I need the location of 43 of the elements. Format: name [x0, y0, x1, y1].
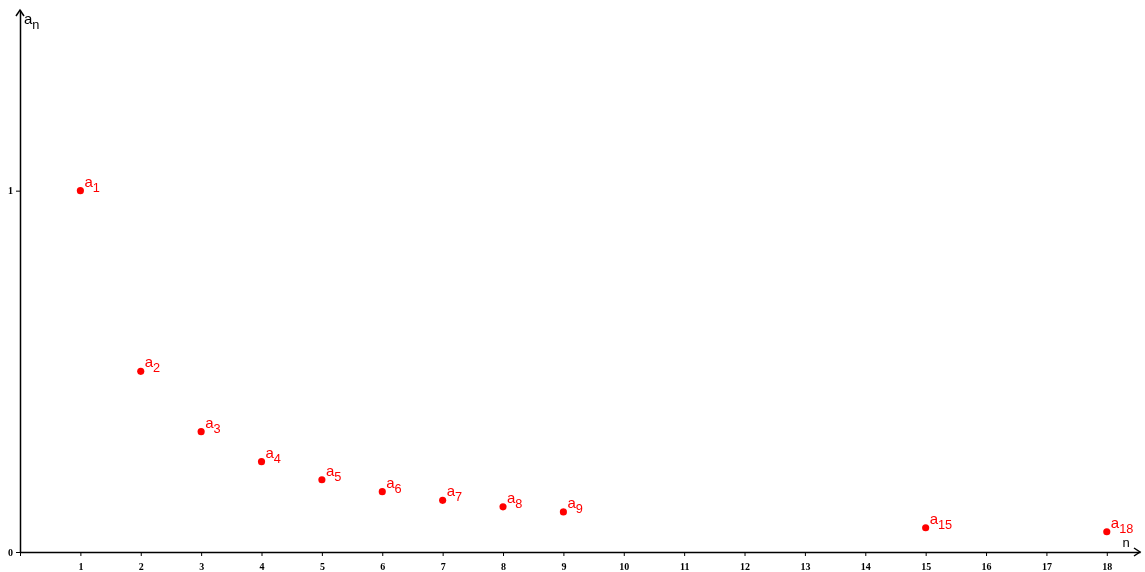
x-tick-label: 7 — [440, 561, 446, 572]
x-tick-label: 10 — [619, 561, 630, 572]
annotation: a$_{5}$ — [325, 461, 342, 484]
x-tick-label: 17 — [1041, 561, 1052, 572]
x-tick-label: 13 — [800, 561, 811, 572]
point — [922, 524, 930, 532]
annotation: a$_{15}$ — [929, 509, 953, 532]
annotation: a$_{9}$ — [567, 493, 583, 516]
point — [1103, 528, 1111, 536]
x-tick-label: 14 — [860, 561, 871, 572]
x-tick-label: 8 — [501, 561, 507, 572]
x-tick-label: 11 — [679, 561, 690, 572]
point — [137, 367, 145, 375]
point — [257, 458, 266, 466]
annotation: a$_{6}$ — [386, 473, 402, 496]
annotation: a$_{7}$ — [446, 482, 463, 504]
y-tick-label: 0 — [8, 546, 13, 558]
point — [559, 508, 567, 516]
annotation: a$_{8}$ — [507, 488, 523, 511]
x-tick-label: 1 — [78, 561, 84, 572]
annotation: a$_{3}$ — [205, 413, 221, 436]
x-tick-label: 5 — [319, 561, 325, 572]
x-tick-label: 3 — [199, 561, 205, 572]
x-tick-label: 6 — [380, 561, 386, 572]
annotation: a$_{1}$ — [84, 172, 100, 195]
x-tick-label: 9 — [561, 561, 567, 572]
x-tick-label: 16 — [981, 561, 992, 572]
point — [378, 488, 386, 496]
x-tick-label: 15 — [921, 561, 932, 572]
annotation: a$_{2}$ — [144, 353, 161, 375]
point — [76, 187, 84, 195]
x-axis-title: n — [1122, 535, 1130, 550]
annotation: a$_{18}$ — [1110, 513, 1134, 536]
y-axis-title: a$_{n}$ — [24, 10, 40, 32]
annotation: a$_{4}$ — [265, 443, 281, 466]
point — [499, 503, 507, 511]
x-tick-label: 12 — [740, 561, 751, 572]
point — [439, 496, 447, 504]
x-tick-label: 2 — [138, 561, 144, 572]
point — [197, 428, 205, 436]
x-tick-label: 4 — [259, 561, 265, 572]
point — [318, 476, 326, 484]
x-tick-label: 18 — [1102, 561, 1113, 572]
